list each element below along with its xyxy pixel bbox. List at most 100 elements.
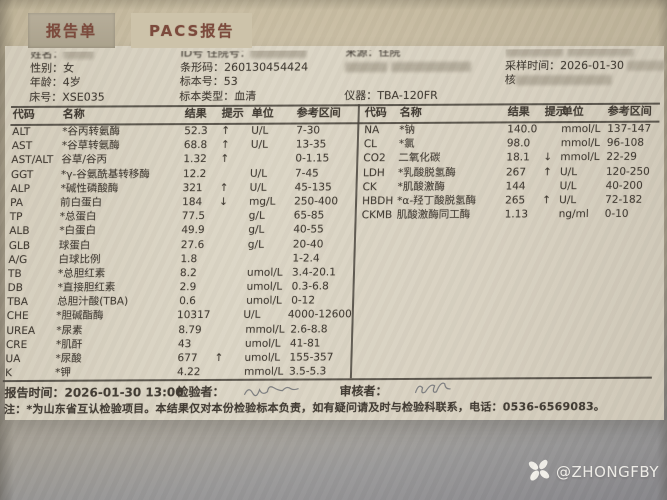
result-flag-arrow (218, 223, 248, 237)
test-unit: U/L (249, 167, 268, 180)
test-unit: umol/L (245, 294, 282, 308)
reference-range: 40-55 (293, 223, 324, 236)
col-header-unit: 单位 (561, 105, 584, 119)
reference-range: 13-35 (295, 138, 327, 151)
test-code: AST/ALT (11, 154, 54, 167)
tab-report-sheet[interactable]: 报告单 (28, 13, 116, 48)
receive-label: 核 (504, 73, 516, 87)
sample-number: 标本号：53 (179, 75, 238, 89)
patient-source-row: 来源：住院 (345, 50, 471, 61)
test-name: *谷丙转氨酶 (62, 125, 121, 138)
result-flag-arrow (541, 207, 558, 221)
result-flag-arrow (216, 294, 246, 308)
sample-barcode: 条形码：260130454424 (179, 60, 309, 75)
table-row: NA *钠 140.0 mmol/L 137-147 (364, 122, 659, 138)
test-code: GGT (10, 168, 34, 181)
receive-time-row: 核 (504, 73, 665, 88)
reference-range: 0-10 (604, 207, 629, 221)
test-name: *钾 (54, 366, 71, 379)
test-unit: U/L (249, 181, 267, 194)
test-result: 265 (504, 194, 526, 207)
test-code: CHE (6, 310, 29, 323)
test-result: 8.79 (178, 323, 202, 336)
test-name: 前白蛋白 (59, 196, 103, 209)
col-header-name: 名称 (399, 105, 422, 119)
examiner-label: 检验者： (176, 384, 225, 400)
test-unit: g/L (248, 209, 265, 222)
test-result: 52.3 (184, 125, 208, 138)
test-name: *尿酸 (55, 352, 82, 365)
test-code: CRE (5, 338, 28, 351)
reference-range: 3.4-20.1 (291, 266, 337, 279)
test-result: 18.1 (506, 151, 530, 164)
test-unit: U/L (250, 138, 269, 151)
col-header-code: 代码 (12, 107, 35, 122)
test-unit: umol/L (244, 351, 281, 364)
result-flag-arrow (213, 308, 243, 322)
table-row: CK *肌酸激酶 144 U/L 40-200 (362, 178, 657, 194)
test-code: ALT (12, 125, 31, 139)
test-result: 144 (505, 180, 526, 193)
result-flag-arrow (216, 280, 246, 294)
test-code: UREA (6, 324, 36, 337)
test-unit: mg/L (248, 195, 276, 208)
reference-range: 155-357 (289, 351, 334, 364)
result-flag-arrow: ↑ (214, 351, 224, 364)
test-result: 4.22 (176, 366, 201, 379)
left-results-table: ALT *谷丙转氨酶 52.3 ↑ U/L 7-30 AST *谷草转氨酶 68… (5, 123, 358, 380)
redacted-ward-name-2 (390, 61, 471, 73)
test-result: 10317 (176, 309, 211, 322)
test-result: 267 (505, 165, 527, 179)
table-row: CKMB 肌酸激酶同工酶 1.13 ng/ml 0-10 (361, 207, 656, 223)
test-code: TBA (6, 296, 29, 309)
test-unit: ng/ml (558, 208, 589, 221)
test-result: 184 (181, 195, 203, 209)
patient-age: 年龄：4岁 (29, 76, 81, 90)
result-flag-arrow (217, 266, 247, 280)
test-unit: U/L (243, 309, 261, 322)
test-name: *尿素 (56, 324, 83, 337)
col-header-name: 名称 (62, 107, 85, 121)
test-unit: g/L (247, 238, 265, 251)
reference-range: 7-30 (296, 124, 321, 137)
test-name: *总蛋白 (59, 210, 97, 223)
flower-logo-icon (525, 456, 553, 488)
test-code: TB (7, 267, 22, 280)
test-code: GLB (8, 239, 31, 252)
result-flag-arrow (218, 209, 248, 223)
lab-report-paper: 姓名： 性别：女 年龄：4岁 床号：XSE035 ID号 住院号： 条形码：26… (2, 46, 666, 420)
report-note: 注：*为山东省互认检验项目。本结果仅对本份检验标本负责，如有疑问请及时与检验科联… (3, 399, 606, 417)
test-result: 140.0 (507, 123, 538, 136)
redacted-ward-name (344, 62, 388, 73)
col-header-range: 参考区间 (296, 106, 341, 120)
col-header-unit: 单位 (251, 106, 274, 120)
result-flag-arrow (217, 251, 247, 265)
patient-name-label: 姓名： (30, 51, 64, 61)
test-result: 321 (182, 181, 203, 194)
patient-id-label: ID号 住院号： (180, 50, 251, 60)
test-unit: g/L (248, 224, 265, 237)
test-unit: umol/L (246, 266, 283, 279)
tab-pacs-report[interactable]: PACS报告 (131, 13, 253, 48)
table-row: LDH *乳酸脱氢酶 267 ↑ U/L 120-250 (363, 164, 658, 180)
reference-range: 45-135 (294, 181, 332, 194)
patient-source: 来源：住院 (345, 49, 401, 59)
test-name: 肌酸激酶同工酶 (396, 208, 471, 222)
table-row: HBDH *α-羟丁酸脱氢酶 265 ↑ U/L 72-182 (362, 193, 657, 209)
reference-range: 72-182 (604, 193, 643, 206)
test-result: 49.9 (181, 224, 205, 237)
test-name: 谷草/谷丙 (61, 153, 108, 167)
tab-bar: 报告单 PACS报告 (28, 13, 253, 48)
test-unit: U/L (558, 194, 577, 207)
test-name: *谷草转氨酶 (61, 139, 120, 152)
test-unit: U/L (559, 165, 578, 178)
result-flag-arrow: ↑ (220, 153, 230, 166)
test-unit: mmol/L (243, 365, 284, 379)
test-name: *白蛋白 (59, 224, 97, 238)
test-unit: mmol/L (245, 323, 285, 336)
test-name: *乳酸脱氢酶 (397, 166, 456, 179)
left-table-header: 代码 名称 结果 提示 单位 参考区间 (12, 105, 357, 123)
redacted-diagnosis (566, 48, 634, 57)
watermark: @ZHONGFBY (525, 456, 659, 488)
test-code: A/G (8, 253, 28, 266)
